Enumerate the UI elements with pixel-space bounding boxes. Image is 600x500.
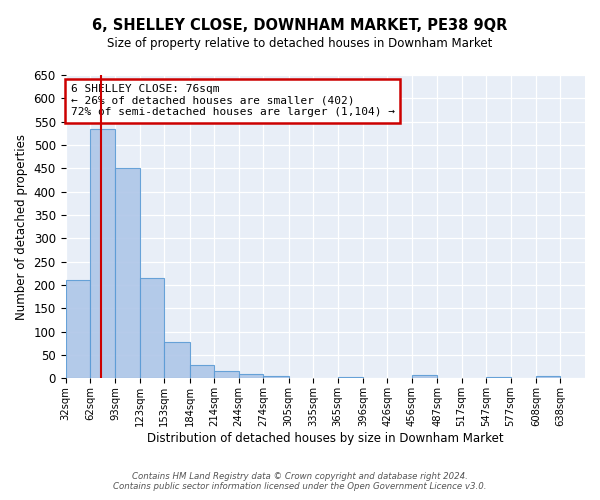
Text: Size of property relative to detached houses in Downham Market: Size of property relative to detached ho… — [107, 38, 493, 51]
Text: Contains public sector information licensed under the Open Government Licence v3: Contains public sector information licen… — [113, 482, 487, 491]
Bar — [214, 372, 239, 378]
Text: 6, SHELLEY CLOSE, DOWNHAM MARKET, PE38 9QR: 6, SHELLEY CLOSE, DOWNHAM MARKET, PE38 9… — [92, 18, 508, 32]
Bar — [164, 342, 190, 378]
Bar — [65, 280, 90, 378]
Bar — [190, 366, 214, 378]
X-axis label: Distribution of detached houses by size in Downham Market: Distribution of detached houses by size … — [147, 432, 503, 445]
Y-axis label: Number of detached properties: Number of detached properties — [15, 134, 28, 320]
Bar — [263, 376, 289, 378]
Text: 6 SHELLEY CLOSE: 76sqm
← 26% of detached houses are smaller (402)
72% of semi-de: 6 SHELLEY CLOSE: 76sqm ← 26% of detached… — [71, 84, 395, 117]
Text: Contains HM Land Registry data © Crown copyright and database right 2024.: Contains HM Land Registry data © Crown c… — [132, 472, 468, 481]
Bar — [90, 128, 115, 378]
Bar — [536, 376, 560, 378]
Bar — [239, 374, 263, 378]
Bar — [140, 278, 164, 378]
Bar — [412, 374, 437, 378]
Bar — [115, 168, 140, 378]
